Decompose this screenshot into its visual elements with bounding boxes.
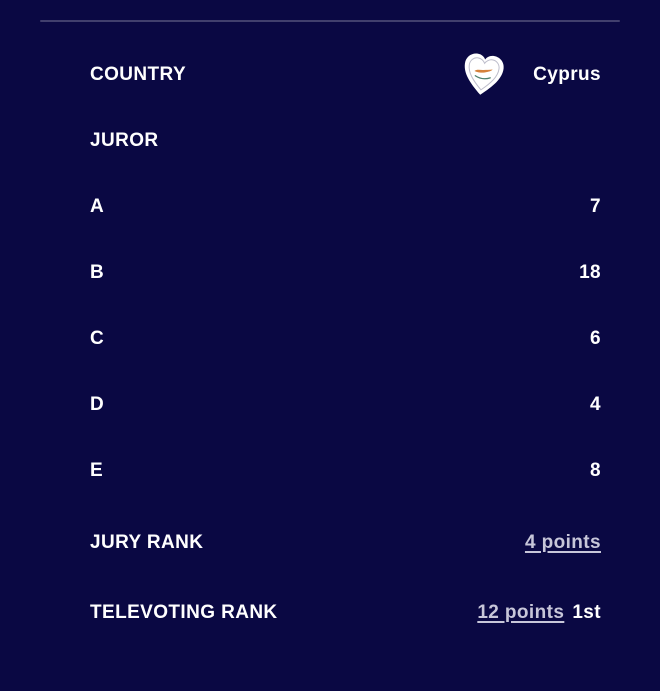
televoting-points-link[interactable]: 12 points — [477, 602, 565, 623]
cyprus-heart-flag-icon — [459, 50, 507, 100]
juror-points: 7 — [590, 196, 601, 217]
televoting-rank-row: TELEVOTING RANK 12 points 1st — [90, 580, 601, 646]
juror-letter: D — [90, 394, 105, 415]
country-label: COUNTRY — [90, 64, 187, 85]
juror-points: 18 — [579, 262, 601, 283]
country-value: Cyprus — [459, 50, 601, 100]
juror-row-a: A 7 — [90, 174, 601, 240]
televoting-rank-value-group: 12 points 1st — [477, 602, 601, 624]
juror-row-d: D 4 — [90, 372, 601, 438]
juror-header-row: JUROR — [90, 108, 601, 174]
jury-rank-row: JURY RANK 4 points — [90, 510, 601, 576]
juror-row-b: B 18 — [90, 240, 601, 306]
juror-letter: A — [90, 196, 105, 217]
juror-letter: B — [90, 262, 105, 283]
jury-rank-points-link[interactable]: 4 points — [524, 532, 601, 553]
country-row: COUNTRY Cyprus — [90, 49, 601, 101]
juror-row-e: E 8 — [90, 438, 601, 504]
juror-row-c: C 6 — [90, 306, 601, 372]
top-divider — [40, 20, 620, 22]
juror-points: 6 — [590, 328, 601, 349]
juror-letter: C — [90, 328, 105, 349]
juror-letter: E — [90, 460, 104, 481]
juror-points: 4 — [590, 394, 601, 415]
juror-header-label: JUROR — [90, 130, 159, 151]
voting-breakdown-panel: COUNTRY Cyprus JUROR — [0, 20, 660, 691]
televoting-rank-position: 1st — [572, 602, 601, 623]
jury-rank-label: JURY RANK — [90, 532, 204, 553]
televoting-rank-label: TELEVOTING RANK — [90, 602, 278, 623]
country-name: Cyprus — [533, 64, 601, 85]
juror-points: 8 — [590, 460, 601, 481]
